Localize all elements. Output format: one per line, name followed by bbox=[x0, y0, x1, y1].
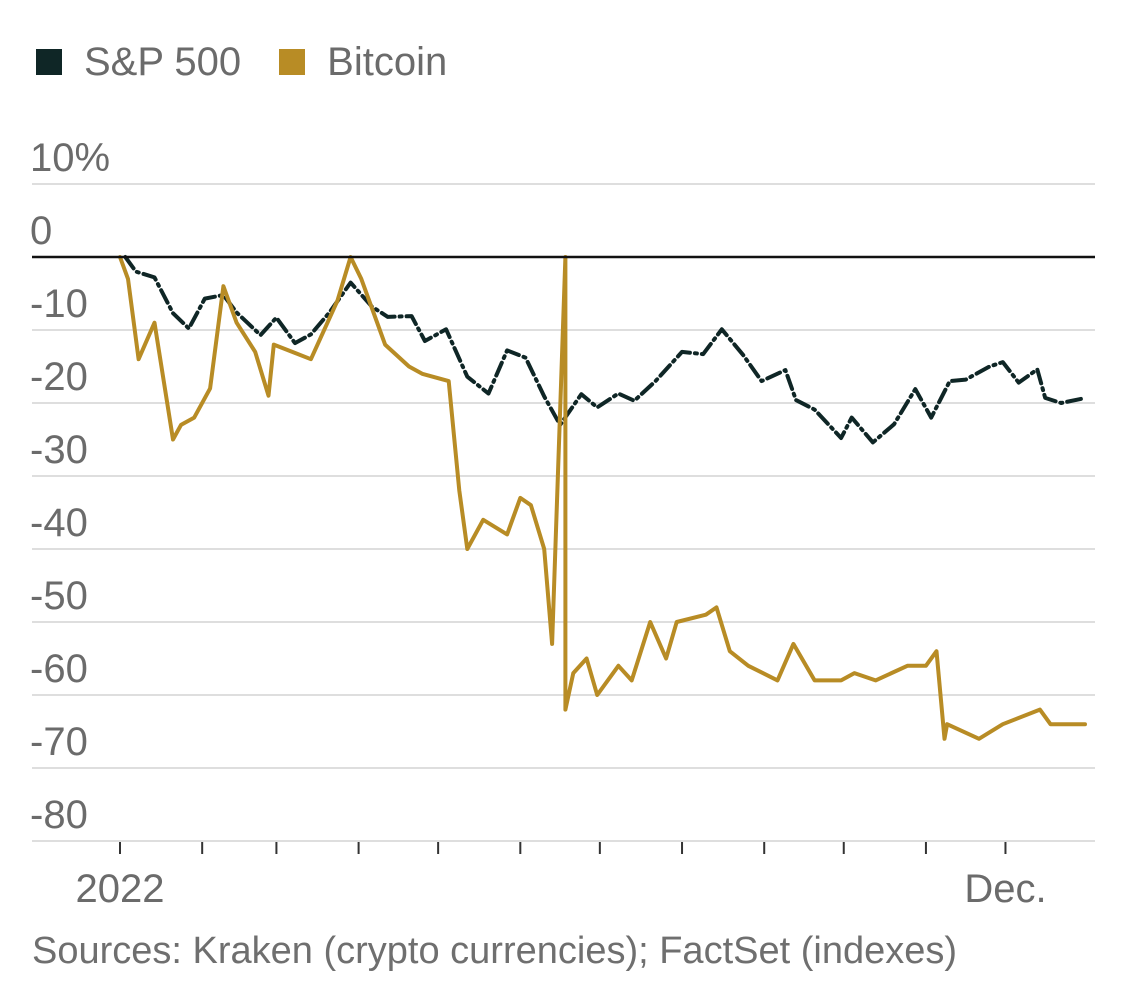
legend-item-sp500: S&P 500 bbox=[36, 40, 241, 85]
legend-label-bitcoin: Bitcoin bbox=[327, 39, 448, 84]
y-tick-label: 0 bbox=[30, 209, 52, 253]
y-tick-label: -70 bbox=[30, 720, 88, 764]
x-tick-label: 2022 bbox=[76, 867, 165, 911]
bitcoin-line bbox=[118, 255, 1087, 741]
source-note: Sources: Kraken (crypto currencies); Fac… bbox=[32, 930, 958, 972]
y-tick-label: -20 bbox=[30, 355, 88, 399]
y-tick-label: 10% bbox=[30, 136, 110, 180]
y-tick-label: -50 bbox=[30, 574, 88, 618]
legend-swatch-bitcoin bbox=[279, 49, 306, 75]
x-tick-label: Dec. bbox=[964, 867, 1046, 911]
line-chart: 10% 0 -10 -20 -30 -40 -50 -60 -70 -80 2022 Dec. bbox=[30, 136, 1095, 911]
legend-item-bitcoin: Bitcoin bbox=[279, 40, 447, 85]
y-tick-label: -30 bbox=[30, 428, 88, 472]
legend-swatch-sp500 bbox=[36, 49, 62, 75]
y-tick-label: -60 bbox=[30, 647, 88, 691]
sp500-line bbox=[123, 255, 1085, 445]
y-tick-label: -10 bbox=[30, 282, 88, 326]
legend-label-sp500: S&P 500 bbox=[84, 39, 242, 84]
y-tick-label: -40 bbox=[30, 501, 88, 545]
y-tick-label: -80 bbox=[30, 793, 88, 837]
chart-legend: S&P 500 Bitcoin bbox=[36, 38, 485, 86]
